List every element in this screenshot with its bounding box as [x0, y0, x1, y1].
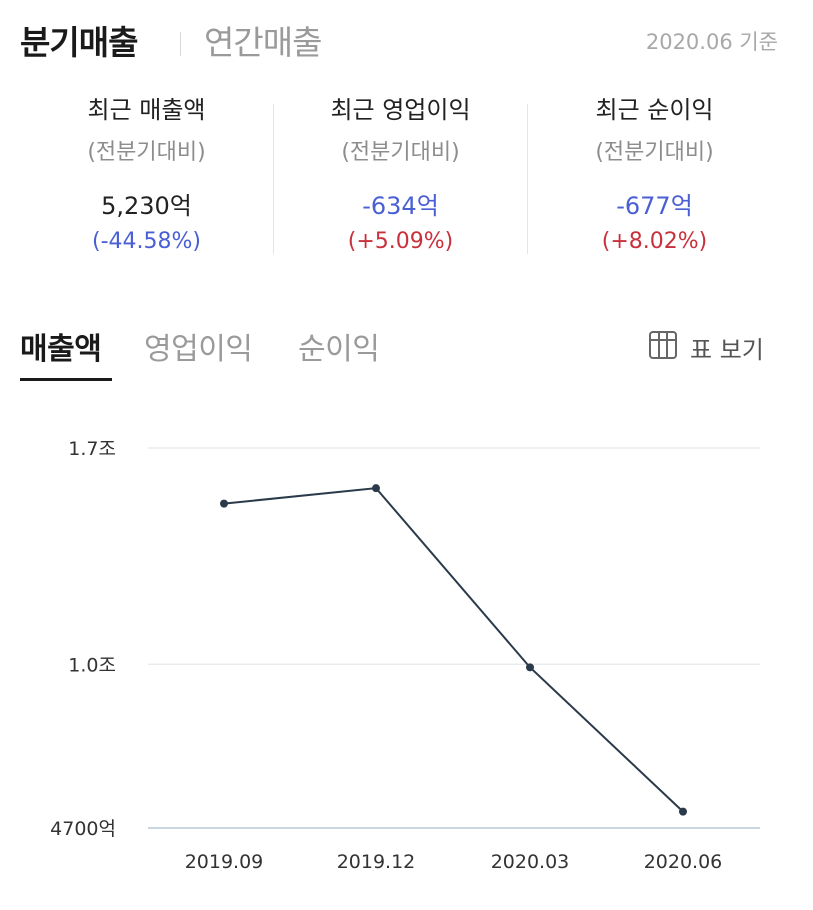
active-tab-underline: [20, 378, 112, 381]
summary-metrics: 최근 매출액 (전분기대비) 5,230억 (-44.58%) 최근 영업이익 …: [20, 86, 780, 266]
metric-subtitle: (전분기대비): [87, 140, 206, 165]
tab-net-profit[interactable]: 순이익: [298, 332, 380, 367]
metric-subtitle: (전분기대비): [595, 140, 714, 165]
metric-change: (+5.09%): [347, 229, 454, 254]
tab-annual-sales[interactable]: 연간매출: [204, 23, 322, 62]
y-tick-label: 1.7조: [68, 438, 116, 460]
metric-title: 최근 매출액: [87, 96, 206, 124]
metric-recent-sales: 최근 매출액 (전분기대비) 5,230억 (-44.58%): [20, 86, 273, 266]
sales-line-chart: 1.7조 1.0조 4700억 2019.09 2019.12 2020.03 2020.0…: [50, 438, 760, 873]
metric-title: 최근 순이익: [595, 96, 714, 124]
table-grid-icon: [649, 331, 677, 359]
series-line: [223, 487, 684, 813]
metric-title: 최근 영업이익: [330, 96, 471, 124]
metric-value: -634억: [362, 192, 439, 220]
metric-divider: [273, 104, 274, 254]
data-point: [679, 807, 687, 816]
header-divider: [180, 32, 181, 56]
metric-subtitle: (전분기대비): [341, 140, 460, 165]
metric-value: 5,230억: [101, 192, 192, 220]
tab-quarterly-sales[interactable]: 분기매출: [20, 23, 138, 62]
basis-date: 2020.06 기준: [645, 30, 778, 54]
data-point: [526, 663, 534, 672]
chart-tabs: 매출액 영업이익 순이익 표 보기: [20, 320, 780, 384]
x-tick-label: 2019.12: [337, 851, 416, 873]
y-tick-label: 4700억: [50, 818, 116, 840]
metric-change: (-44.58%): [92, 229, 201, 254]
metric-recent-operating-profit: 최근 영업이익 (전분기대비) -634억 (+5.09%): [274, 86, 527, 266]
x-tick-label: 2020.03: [491, 851, 570, 873]
data-point: [220, 499, 228, 508]
y-tick-label: 1.0조: [68, 654, 116, 676]
data-point: [372, 484, 380, 493]
header: 분기매출 연간매출 2020.06 기준: [20, 14, 780, 64]
x-tick-label: 2020.06: [644, 851, 723, 873]
metric-recent-net-profit: 최근 순이익 (전분기대비) -677억 (+8.02%): [528, 86, 781, 266]
tab-operating-profit[interactable]: 영업이익: [144, 332, 253, 367]
x-tick-label: 2019.09: [185, 851, 264, 873]
metric-divider: [527, 104, 528, 254]
table-view-button[interactable]: 표 보기: [648, 330, 780, 364]
table-view-label: 표 보기: [690, 336, 764, 364]
metric-value: -677억: [616, 192, 693, 220]
metric-change: (+8.02%): [601, 229, 708, 254]
tab-sales[interactable]: 매출액: [20, 332, 102, 367]
